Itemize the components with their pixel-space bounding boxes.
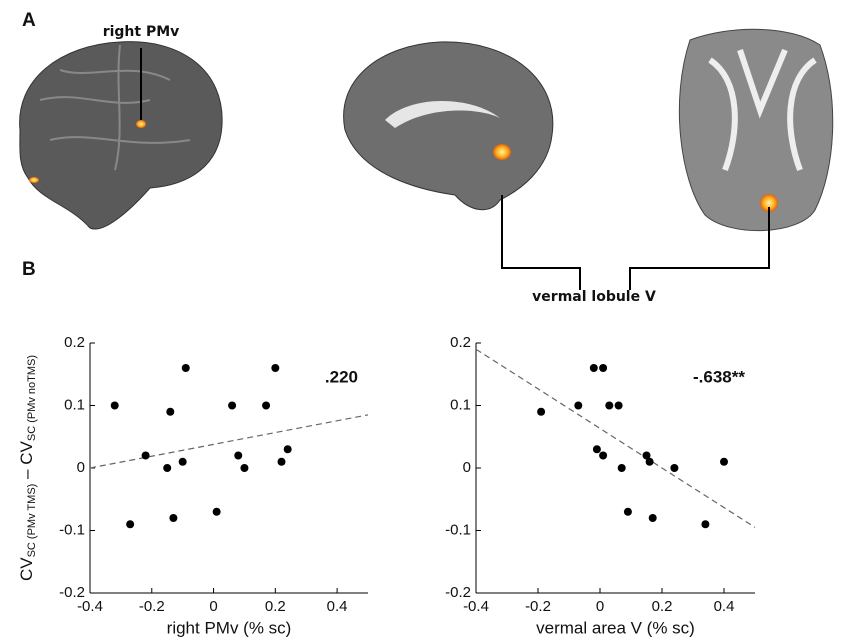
point bbox=[574, 402, 582, 410]
annotation: .220 bbox=[325, 367, 358, 386]
y-tick-label: 0.1 bbox=[64, 396, 85, 413]
y-axis-label-text: CVSC (PMv TMS) – CVSC (PMv noTMS) bbox=[17, 355, 37, 581]
x-tick-label: 0.4 bbox=[714, 598, 735, 615]
x-tick-label: 0.4 bbox=[327, 598, 348, 615]
brain-axial bbox=[630, 29, 833, 290]
y-tick-label: -0.1 bbox=[445, 521, 471, 538]
point bbox=[240, 464, 248, 472]
point bbox=[213, 508, 221, 516]
figure: A B right PMv vermal lobule V CVSC (PMv … bbox=[0, 0, 845, 639]
y-tick-label: 0 bbox=[77, 459, 85, 476]
point bbox=[111, 402, 119, 410]
callout: right PMv bbox=[103, 24, 180, 40]
x-tick-label: -0.4 bbox=[463, 598, 489, 615]
point bbox=[624, 508, 632, 516]
point bbox=[670, 464, 678, 472]
annotation: -.638** bbox=[693, 367, 745, 386]
ylabel-part: CV bbox=[17, 557, 36, 581]
brain-lateral bbox=[20, 42, 223, 229]
trend-line bbox=[90, 415, 368, 468]
y-axis-label: CVSC (PMv TMS) – CVSC (PMv noTMS) bbox=[17, 355, 37, 581]
x-tick-label: 0.2 bbox=[265, 598, 286, 615]
point bbox=[179, 458, 187, 466]
callout: vermal lobule V bbox=[532, 289, 656, 305]
point bbox=[262, 402, 270, 410]
point bbox=[593, 445, 601, 453]
point bbox=[163, 464, 171, 472]
point bbox=[169, 514, 177, 522]
point bbox=[649, 514, 657, 522]
panel-label: B bbox=[22, 259, 36, 280]
y-tick-label: 0.2 bbox=[64, 334, 85, 351]
y-tick-label: -0.1 bbox=[59, 521, 85, 538]
point bbox=[720, 458, 728, 466]
point bbox=[182, 364, 190, 372]
point bbox=[126, 520, 134, 528]
x-tick-label: -0.4 bbox=[77, 598, 103, 615]
point bbox=[537, 408, 545, 416]
y-tick-label: 0.1 bbox=[450, 396, 471, 413]
x-axis-label: right PMv (% sc) bbox=[167, 618, 292, 637]
point bbox=[284, 445, 292, 453]
x-tick-label: 0 bbox=[596, 598, 604, 615]
point bbox=[599, 452, 607, 460]
x-tick-label: 0.2 bbox=[652, 598, 673, 615]
point bbox=[228, 402, 236, 410]
x-tick-label: -0.2 bbox=[525, 598, 551, 615]
x-axis-label: vermal area V (% sc) bbox=[536, 618, 695, 637]
x-tick-label: -0.2 bbox=[139, 598, 165, 615]
ylabel-part: SC (PMv TMS) bbox=[26, 484, 38, 558]
ylabel-part: – CV bbox=[17, 440, 36, 483]
x-tick-label: 0 bbox=[209, 598, 217, 615]
point bbox=[271, 364, 279, 372]
point bbox=[701, 520, 709, 528]
point bbox=[234, 452, 242, 460]
point bbox=[278, 458, 286, 466]
point bbox=[615, 402, 623, 410]
point bbox=[646, 458, 654, 466]
point bbox=[166, 408, 174, 416]
y-tick-label: 0.2 bbox=[450, 334, 471, 351]
point bbox=[142, 452, 150, 460]
point bbox=[605, 402, 613, 410]
ylabel-part: SC (PMv noTMS) bbox=[26, 355, 38, 441]
point bbox=[590, 364, 598, 372]
point bbox=[599, 364, 607, 372]
y-tick-label: 0 bbox=[463, 459, 471, 476]
panel-label: A bbox=[22, 10, 36, 31]
brain-sagittal bbox=[344, 42, 580, 290]
point bbox=[618, 464, 626, 472]
